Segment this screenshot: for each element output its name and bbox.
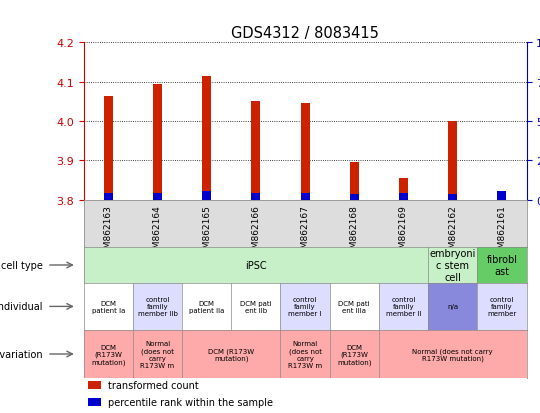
Text: GSM862164: GSM862164 xyxy=(153,205,162,260)
Text: GSM862165: GSM862165 xyxy=(202,205,211,260)
Text: GSM862166: GSM862166 xyxy=(252,205,260,260)
Text: individual: individual xyxy=(0,301,43,312)
Text: control
family
member I: control family member I xyxy=(288,297,322,317)
Bar xyxy=(104,193,113,200)
Text: Normal
(does not
carry
R173W m: Normal (does not carry R173W m xyxy=(288,340,322,368)
Bar xyxy=(153,85,162,200)
Text: percentile rank within the sample: percentile rank within the sample xyxy=(108,397,273,407)
Text: Normal
(does not
carry
R173W m: Normal (does not carry R173W m xyxy=(140,340,174,368)
Text: fibrobl
ast: fibrobl ast xyxy=(487,254,517,276)
Title: GDS4312 / 8083415: GDS4312 / 8083415 xyxy=(231,26,379,41)
Text: DCM
(R173W
mutation): DCM (R173W mutation) xyxy=(337,344,372,365)
Bar xyxy=(88,382,100,389)
Text: control
family
member: control family member xyxy=(487,297,517,317)
Bar xyxy=(497,192,507,200)
Text: GSM862161: GSM862161 xyxy=(497,205,507,260)
Text: transformed count: transformed count xyxy=(108,380,199,390)
Bar xyxy=(202,192,211,200)
Bar xyxy=(301,193,309,200)
Text: DCM (R173W
mutation): DCM (R173W mutation) xyxy=(208,347,254,361)
Text: cell type: cell type xyxy=(1,260,43,271)
Bar xyxy=(88,398,100,406)
Bar xyxy=(301,104,309,200)
Text: GSM862168: GSM862168 xyxy=(350,205,359,260)
Bar xyxy=(448,122,457,200)
Text: genotype/variation: genotype/variation xyxy=(0,349,43,359)
Bar xyxy=(399,194,408,200)
Bar xyxy=(399,179,408,200)
Text: control
family
member IIb: control family member IIb xyxy=(138,297,178,317)
Bar xyxy=(252,194,260,200)
Bar xyxy=(448,195,457,200)
Text: embryoni
c stem
cell: embryoni c stem cell xyxy=(429,249,476,282)
Text: DCM pati
ent IIb: DCM pati ent IIb xyxy=(240,300,272,313)
Text: DCM
(R173W
mutation): DCM (R173W mutation) xyxy=(91,344,126,365)
Text: GSM862163: GSM862163 xyxy=(104,205,113,260)
Bar xyxy=(153,193,162,200)
Bar xyxy=(252,102,260,200)
Bar xyxy=(350,163,359,200)
Bar xyxy=(202,77,211,200)
Bar xyxy=(350,195,359,200)
Text: GSM862169: GSM862169 xyxy=(399,205,408,260)
Text: control
family
member II: control family member II xyxy=(386,297,421,317)
Text: DCM
patient IIa: DCM patient IIa xyxy=(189,300,225,313)
Text: GSM862162: GSM862162 xyxy=(448,205,457,260)
Bar xyxy=(104,96,113,200)
Text: iPSC: iPSC xyxy=(245,260,267,271)
Text: DCM pati
ent IIIa: DCM pati ent IIIa xyxy=(339,300,370,313)
Text: DCM
patient Ia: DCM patient Ia xyxy=(92,300,125,313)
Text: GSM862167: GSM862167 xyxy=(301,205,309,260)
Text: n/a: n/a xyxy=(447,304,458,310)
Text: Normal (does not carry
R173W mutation): Normal (does not carry R173W mutation) xyxy=(413,347,493,361)
